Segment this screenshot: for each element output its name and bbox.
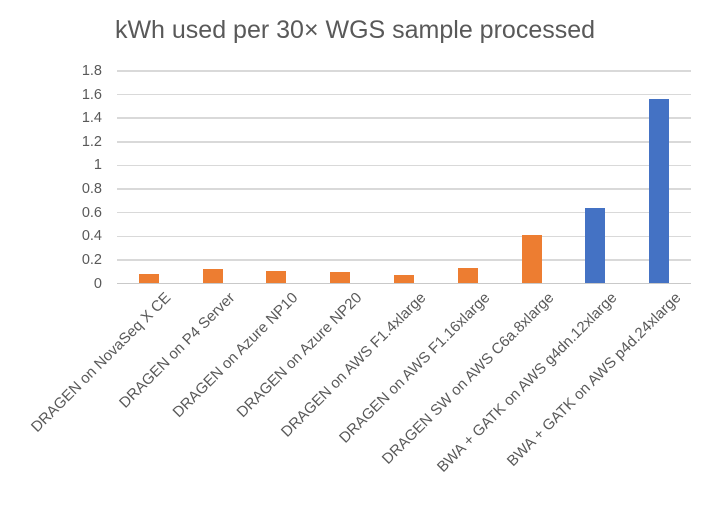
gridline	[117, 282, 691, 285]
gridline	[117, 117, 691, 119]
y-axis-tick-label: 0.8	[81, 181, 102, 198]
y-axis-tick-label: 0	[93, 275, 102, 292]
chart-title: kWh used per 30× WGS sample processed	[114, 16, 596, 44]
gridline	[117, 70, 691, 72]
bar	[585, 207, 606, 284]
y-axis-tick-label: 1.2	[81, 133, 102, 150]
y-axis-tick-label: 0.6	[81, 204, 102, 221]
y-axis-tick-label: 0.2	[81, 251, 102, 268]
y-axis-tick-label: 1	[93, 157, 102, 174]
bar	[202, 269, 223, 284]
gridline	[117, 211, 691, 214]
gridline	[117, 164, 691, 167]
bar	[138, 274, 159, 284]
bar	[330, 271, 351, 284]
gridline	[117, 235, 691, 238]
y-axis-tick-label: 1.8	[81, 63, 102, 79]
bar	[266, 270, 287, 284]
gridline	[117, 141, 691, 143]
bar	[394, 275, 414, 284]
gridline	[117, 259, 691, 261]
y-axis-tick-label: 1.4	[81, 110, 102, 127]
y-axis-tick-label: 1.6	[81, 86, 102, 103]
bar	[521, 235, 542, 284]
gridline	[117, 188, 691, 190]
gridline	[117, 93, 691, 96]
y-axis-tick-label: 0.4	[81, 228, 102, 245]
bar	[457, 268, 478, 284]
bar	[649, 99, 670, 284]
